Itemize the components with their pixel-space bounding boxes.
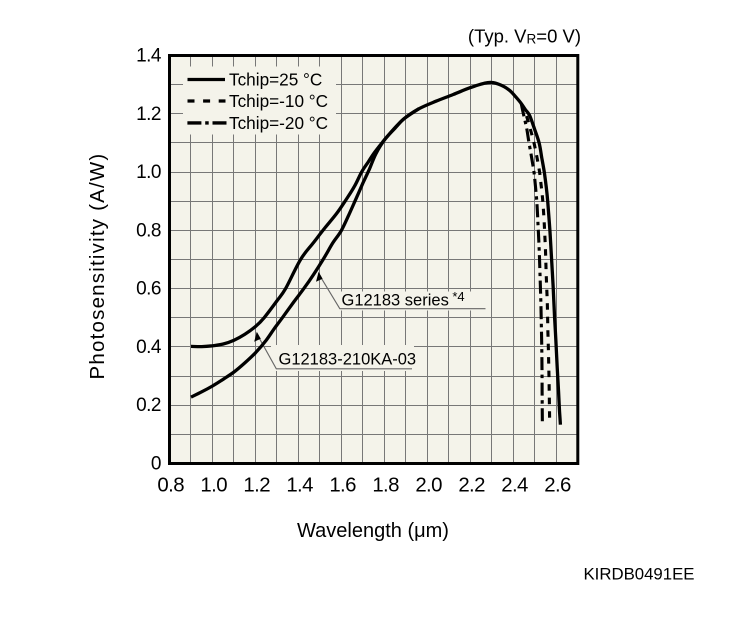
svg-text:Tchip=-10 °C: Tchip=-10 °C (229, 91, 328, 111)
svg-text:G12183 series*4: G12183 series *4 (342, 289, 465, 310)
svg-text:G12183-210KA-03: G12183-210KA-03 (279, 350, 417, 368)
svg-text:0.6: 0.6 (136, 279, 161, 300)
svg-text:0.8: 0.8 (136, 220, 161, 241)
svg-text:0.4: 0.4 (136, 337, 162, 358)
svg-text:2.6: 2.6 (544, 475, 571, 497)
svg-text:(Typ. VR=0 V): (Typ. VR=0 V) (468, 26, 581, 47)
svg-text:1.0: 1.0 (200, 475, 227, 497)
svg-text:1.4: 1.4 (136, 46, 162, 67)
svg-text:Photosensitivity (A/W): Photosensitivity (A/W) (86, 153, 109, 380)
svg-text:1.0: 1.0 (136, 162, 161, 183)
svg-text:1.2: 1.2 (243, 475, 270, 497)
svg-text:2.0: 2.0 (415, 475, 442, 497)
svg-text:0.2: 0.2 (136, 395, 161, 416)
svg-text:Tchip=-20 °C: Tchip=-20 °C (229, 113, 328, 133)
svg-text:1.4: 1.4 (286, 475, 313, 497)
svg-text:Wavelength (μm): Wavelength (μm) (297, 520, 449, 542)
svg-text:2.2: 2.2 (458, 475, 485, 497)
svg-text:1.2: 1.2 (136, 104, 161, 125)
svg-text:1.6: 1.6 (329, 475, 356, 497)
svg-text:2.4: 2.4 (501, 475, 528, 497)
svg-text:0.8: 0.8 (157, 475, 184, 497)
svg-text:1.8: 1.8 (372, 475, 399, 497)
svg-text:Tchip=25 °C: Tchip=25 °C (229, 70, 322, 90)
svg-text:KIRDB0491EE: KIRDB0491EE (583, 565, 694, 584)
svg-text:0: 0 (151, 454, 161, 475)
